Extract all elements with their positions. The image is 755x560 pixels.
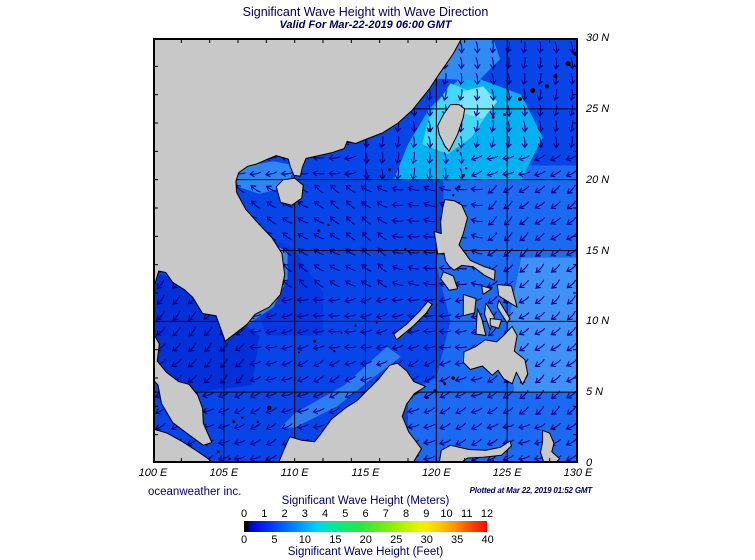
meters-tick: 5 (342, 508, 349, 520)
land-masbate (481, 285, 493, 295)
lon-label: 105 E (209, 467, 239, 479)
land-palawan (393, 301, 433, 341)
land-negros (475, 308, 487, 336)
islands-natuna-anambas (232, 405, 272, 424)
lat-label: 10 N (586, 315, 610, 328)
land-halmahera (540, 429, 561, 463)
feet-tick: 10 (298, 534, 312, 546)
lat-label: 15 N (586, 244, 610, 257)
lat-label: 25 N (586, 102, 610, 115)
land-mindanao (462, 325, 529, 385)
land-sumatra (153, 428, 213, 463)
lon-label: 130 E (563, 467, 593, 479)
legend-title-meters: Significant Wave Height (Meters) (281, 495, 450, 507)
islands-paracel-islands (317, 223, 330, 233)
meters-tick: 11 (461, 508, 473, 520)
meters-tick: 7 (382, 508, 389, 520)
ocean-patch-ne-taiwan-brightest (457, 86, 498, 119)
feet-tick: 0 (240, 534, 248, 546)
feet-tick: 35 (451, 534, 464, 546)
feet-tick: 5 (271, 534, 278, 546)
meters-tick: 1 (261, 508, 268, 520)
map-frame (153, 38, 578, 463)
meters-tick: 0 (240, 508, 248, 520)
page-title: Significant Wave Height with Wave Direct… (242, 5, 489, 19)
plotted-timestamp: Plotted at Mar 22, 2019 01:52 GMT (469, 486, 593, 495)
meters-tick: 6 (362, 508, 369, 520)
lat-label: 0 (586, 457, 593, 469)
lat-label: 20 N (586, 173, 610, 186)
meters-tick: 4 (321, 508, 329, 520)
ocean-patch-pacific-bright-band (507, 257, 578, 393)
land-china-indochina (153, 38, 463, 342)
land-hainan (275, 177, 304, 206)
land-leyte (496, 299, 511, 324)
islands-riau-lingga (216, 427, 556, 461)
meters-tick: 9 (423, 508, 430, 520)
land-malay-peninsula (153, 332, 213, 446)
feet-tick: 30 (420, 534, 433, 546)
lon-label: 110 E (280, 467, 309, 479)
meters-tick: 2 (281, 508, 288, 520)
land-mindoro (440, 271, 459, 291)
land-samar (496, 284, 518, 308)
land-panay (462, 293, 477, 317)
land-sulawesi-arm (438, 440, 512, 463)
islands-spratly-islands (297, 321, 378, 354)
land-taiwan (437, 104, 466, 152)
lat-label: 30 N (586, 32, 610, 44)
lon-label: 100 E (138, 467, 168, 479)
wave-height-map (153, 38, 578, 463)
islands-penghu (427, 128, 432, 132)
islands-pratas (388, 168, 392, 172)
land-borneo (277, 362, 427, 463)
lat-label: 5 N (586, 386, 604, 399)
islands-sulu-archipelago (425, 376, 456, 400)
meters-tick: 8 (402, 508, 410, 520)
feet-tick: 20 (359, 534, 372, 546)
islands-batanes-babuyan (452, 149, 468, 197)
wave-height-colorbar (244, 521, 487, 532)
land-bohol (489, 318, 502, 329)
oceanweather-credit: oceanweather inc. (148, 486, 242, 498)
ocean-patch-borneo-coast-light (280, 346, 401, 428)
meters-tick: 10 (440, 508, 453, 520)
valid-time-subtitle: Valid For Mar-22-2019 06:00 GMT (279, 19, 452, 31)
feet-tick: 15 (329, 534, 342, 546)
ocean-patch-gulf-of-thailand-dark (153, 273, 260, 393)
feet-tick: 40 (481, 534, 494, 546)
lon-label: 115 E (351, 467, 380, 479)
islands-scarborough-shoal (404, 247, 407, 251)
lon-label: 120 E (421, 467, 451, 479)
meters-tick: 3 (301, 508, 308, 520)
feet-tick: 25 (390, 534, 403, 546)
land-luzon (433, 199, 496, 281)
legend-title-feet: Significant Wave Height (Feet) (287, 546, 444, 558)
meters-tick: 12 (480, 508, 494, 520)
lon-label: 125 E (492, 467, 522, 479)
